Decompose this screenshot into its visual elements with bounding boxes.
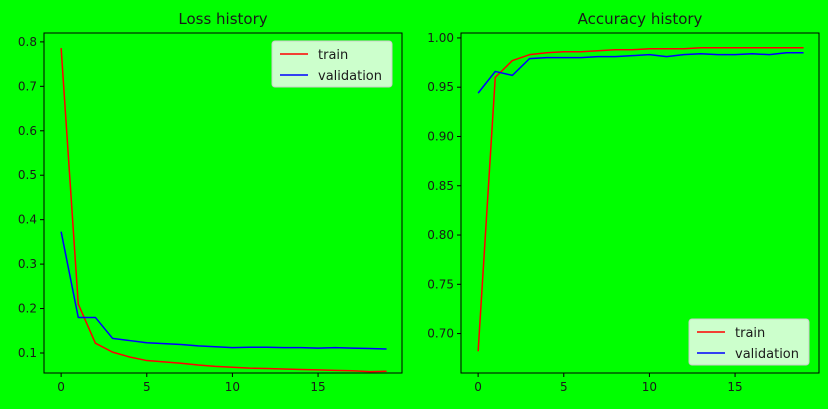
y-tick-label: 0.1 <box>18 346 37 360</box>
axes-frame <box>43 32 403 374</box>
y-tick-label: 0.90 <box>427 129 454 143</box>
axes-frame <box>460 32 820 374</box>
series-line-train <box>477 47 804 352</box>
y-tick-label: 0.85 <box>427 179 454 193</box>
series-line-train <box>60 48 387 373</box>
chart-1: Accuracy history 0 5 10 15 0.70 0.75 0.80 0.85 0.… <box>427 10 820 394</box>
y-tick-label: 0.70 <box>427 327 454 341</box>
y-tick-label: 0.75 <box>427 277 454 291</box>
y-tick-label: 0.3 <box>18 257 37 271</box>
y-tick-label: 0.2 <box>18 302 37 316</box>
legend-label-train: train <box>735 326 765 341</box>
y-tick-label: 0.80 <box>427 228 454 242</box>
x-tick-label: 5 <box>143 380 151 394</box>
y-tick-label: 1.00 <box>427 31 454 45</box>
chart-title: Accuracy history <box>578 10 703 28</box>
legend-label-validation: validation <box>318 69 382 84</box>
legend: train validation <box>688 318 810 366</box>
y-tick-label: 0.6 <box>18 124 37 138</box>
x-tick-label: 0 <box>57 380 65 394</box>
legend-label-validation: validation <box>735 347 799 362</box>
chart-title: Loss history <box>178 10 267 28</box>
x-tick-label: 15 <box>310 380 325 394</box>
legend: train validation <box>271 40 393 88</box>
series-line-validation <box>477 51 804 94</box>
x-tick-label: 10 <box>642 380 657 394</box>
y-tick-label: 0.4 <box>18 213 37 227</box>
chart-0: Loss history 0 5 10 15 0.1 0.2 0.3 0.4 0.5 0.6 0.7 0… <box>18 10 403 394</box>
x-tick-label: 10 <box>225 380 240 394</box>
y-tick-label: 0.5 <box>18 168 37 182</box>
x-tick-label: 15 <box>727 380 742 394</box>
legend-label-train: train <box>318 48 348 63</box>
x-tick-label: 5 <box>560 380 568 394</box>
series-line-validation <box>60 231 387 350</box>
y-tick-label: 0.8 <box>18 35 37 49</box>
y-tick-label: 0.7 <box>18 79 37 93</box>
y-tick-label: 0.95 <box>427 80 454 94</box>
x-tick-label: 0 <box>474 380 482 394</box>
